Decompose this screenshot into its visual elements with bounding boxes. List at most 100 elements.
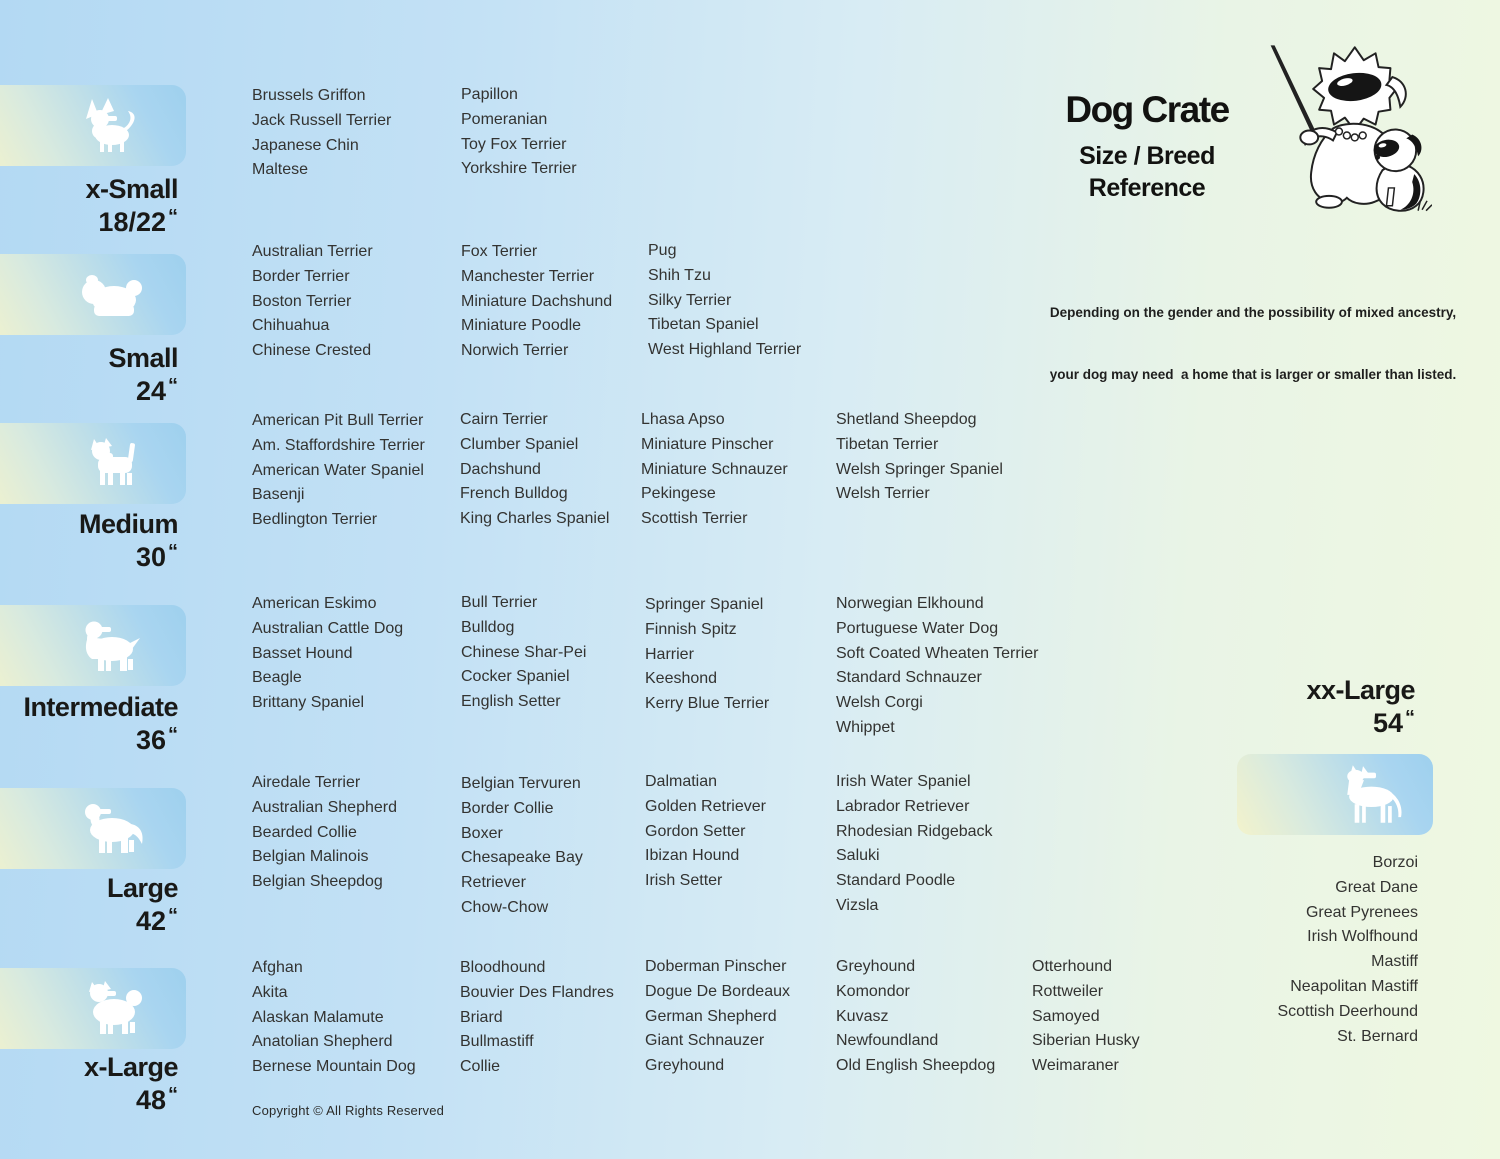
breed-item: Borzoi [1372,854,1418,871]
breed-item: Brussels Griffon [252,87,366,104]
breed-item: Bedlington Terrier [252,511,378,529]
breed-item: Shih Tzu [648,266,711,284]
size-name: Small [108,343,178,373]
breed-item: Cocker Spaniel [461,668,570,686]
breed-item: Komondor [836,982,910,1000]
papillon-silhouette-icon [86,98,135,152]
breed-item: Toy Fox Terrier [461,135,567,153]
subtitle-line-2: Reference [1088,174,1206,202]
breed-item: Scottish Terrier [641,510,748,528]
breed-column-intermediate-2: Bull Terrier Bulldog Chinese Shar-Pei Cocke… [461,591,661,715]
breed-item: Chinese Shar-Pei [461,643,587,661]
size-label-x-small: x-Small 18/22 “ [0,173,178,242]
breed-item: Belgian Sheepdog [252,873,383,891]
breed-item: Brittany Spaniel [252,694,365,712]
breed-item: Bulldog [461,618,515,636]
breed-item: Harrier [645,645,694,663]
breed-item: Cairn Terrier [460,411,548,428]
breed-column-medium-4: Shetland Sheepdog Tibetan Terrier Welsh Sp… [836,408,1056,507]
breed-item: Bullmastiff [460,1033,534,1051]
breed-item: Bloodhound [460,959,546,976]
breed-item: Irish Setter [645,872,723,890]
breed-item: Border Terrier [252,267,350,285]
breed-item: Kuvasz [836,1007,889,1025]
breed-item: Shetland Sheepdog [836,411,977,428]
breed-item: American Water Spaniel [252,461,424,479]
breed-item: Basenji [252,486,305,504]
breed-column-small-1: Australian Terrier Border Terrier Boston T… [252,240,452,364]
breed-item: Bouvier Des Flandres [460,983,614,1001]
breed-item: Dogue De Bordeaux [645,982,790,1000]
breed-item: Collie [460,1058,501,1076]
pointer-stick [1270,45,1316,133]
copyright-text: Copyright © All Rights Reserved [252,1103,445,1118]
breed-item: Tibetan Spaniel [648,316,759,334]
breed-item: King Charles Spaniel [460,510,610,528]
breed-item: Miniature Poodle [461,317,582,335]
size-card-xx-large [1237,754,1433,835]
breed-item: Standard Schnauzer [836,669,982,687]
breed-item: Rottweiler [1032,982,1104,1000]
breed-column-small-3: Pug Shih Tzu Silky Terrier Tibetan Spaniel W… [648,239,848,363]
breed-item: Yorkshire Terrier [461,160,577,178]
breed-item: Old English Sheepdog [836,1057,996,1075]
mascot-illustration [1270,45,1432,212]
size-card-small [0,254,186,335]
breed-item: Welsh Corgi [836,694,923,712]
breed-column-x-large-1: Afghan Akita Alaskan Malamute Anatolian She… [252,956,462,1080]
note-line-1: Depending on the gender and the possibil… [1049,305,1457,320]
breed-item: Pomeranian [461,110,548,128]
breed-item: German Shepherd [645,1007,777,1025]
breed-item: Gordon Setter [645,822,746,840]
breed-item: Newfoundland [836,1032,939,1050]
breed-column-x-small-1: Brussels Griffon Jack Russell Terrier Japa… [252,84,452,183]
great-dane-silhouette-icon [1347,765,1402,823]
breed-item: Maltese [252,161,309,179]
inch-mark: “ [168,905,178,927]
breed-column-intermediate-4: Norwegian Elkhound Portuguese Water Dog So… [836,592,1066,741]
breed-item: Neapolitan Mastiff [1290,977,1418,995]
grass-tufts [1417,200,1432,212]
breed-item: Greyhound [645,1057,725,1075]
breed-column-medium-3: Lhasa Apso Miniature Pinscher Miniature Sc… [641,408,841,532]
breed-item: Irish Wolfhound [1307,928,1418,946]
breed-item: Chihuahua [252,317,330,335]
breed-item: Standard Poodle [836,872,956,890]
breed-item: Siberian Husky [1032,1032,1140,1050]
breed-item: Norwich Terrier [461,342,569,360]
size-name: xx-Large [1306,675,1415,705]
breed-item: Basset Hound [252,644,353,662]
breed-item: American Eskimo [252,595,377,612]
breed-item: Rhodesian Ridgeback [836,822,993,840]
breed-item: Akita [252,983,288,1001]
breed-item: West Highland Terrier [648,341,802,359]
size-label-medium: Medium 30 “ [0,508,179,577]
subtitle-line-1: Size / Breed [1079,142,1215,170]
breed-item: Border Collie [461,799,554,817]
size-name: x-Large [83,1052,179,1082]
breed-column-intermediate-1: American Eskimo Australian Cattle Dog Bass… [252,592,462,716]
size-inches: 42 “ [135,905,178,936]
breed-item: Giant Schnauzer [645,1032,765,1050]
size-name: x-Small [85,174,178,204]
spaniel-silhouette-icon [85,621,140,671]
size-label-intermediate: Intermediate 36 “ [0,691,178,760]
breed-item: Fox Terrier [461,243,538,260]
inch-mark: “ [1405,707,1415,729]
size-label-x-large: x-Large 48 “ [0,1051,179,1120]
header: Dog Crate Size / Breed Reference [1038,88,1256,204]
breed-column-intermediate-3: Springer Spaniel Finnish Spitz Harrier Kees… [645,593,845,717]
breed-column-x-large-3: Doberman Pinscher Dogue De Bordeaux German… [645,955,855,1079]
size-inches: 24 “ [135,375,178,406]
breed-column-medium-2: Cairn Terrier Clumber Spaniel Dachshund Fre… [460,408,660,532]
breed-item: Belgian Malinois [252,848,369,866]
breed-item: Chow-Chow [461,898,549,916]
size-label-large: Large 42 “ [0,872,179,941]
breed-item: Am. Staffordshire Terrier [252,436,425,454]
breed-item: Airedale Terrier [252,774,361,791]
breed-item: Greyhound [836,958,916,975]
breed-item: Bull Terrier [461,594,538,611]
size-inches: 54 “ [1372,707,1415,738]
breed-item: American Pit Bull Terrier [252,412,424,429]
breed-column-large-2: Belgian Tervuren Border Collie Boxer Chesap… [461,772,613,921]
